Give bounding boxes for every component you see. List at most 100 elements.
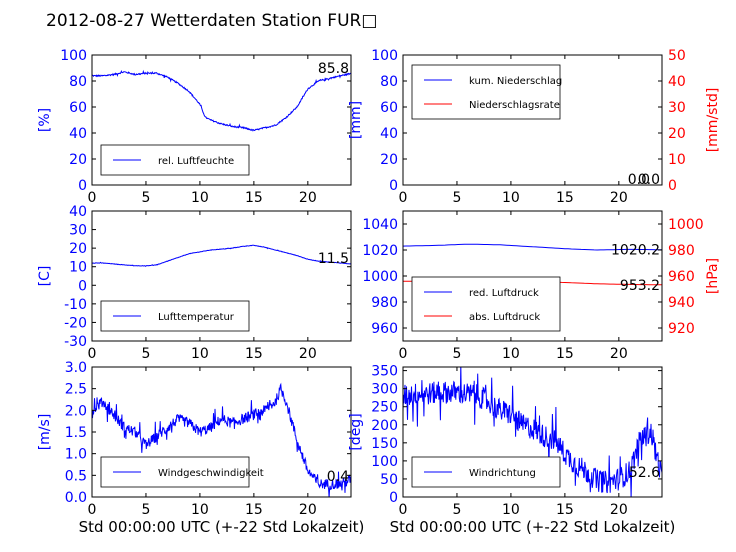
y-axis-label: [%] xyxy=(37,108,53,132)
legend-entry-label: Windrichtung xyxy=(469,468,536,479)
y-right-tick-label: 980 xyxy=(668,243,695,259)
y-right-tick-label: 10 xyxy=(668,152,686,168)
x-tick-label: 20 xyxy=(610,346,628,362)
y-tick-label: 3.0 xyxy=(65,360,87,376)
legend-entry-label: Windgeschwindigkeit xyxy=(158,468,264,479)
legend: rel. Luftfeuchte xyxy=(100,144,250,176)
plot-frame xyxy=(91,210,352,342)
x-tick-label: 5 xyxy=(141,346,150,362)
last-value-label: 1020.2 xyxy=(611,243,660,259)
y-tick-label: 20 xyxy=(69,152,87,168)
y-axis-label: [C] xyxy=(37,266,53,287)
chart-temperature: 0 5 10 15 20 -30 -20 -10 0 10 20 30 40 [C] Lufttempera… xyxy=(37,204,352,362)
series-line-4-0 xyxy=(92,382,351,497)
y-tick-label: 60 xyxy=(380,100,398,116)
y-tick-label: 350 xyxy=(371,364,398,380)
x-tick-label: 15 xyxy=(556,190,574,206)
x-tick-label: 10 xyxy=(502,190,520,206)
y-right-tick-label: 20 xyxy=(668,126,686,142)
x-tick-label: 15 xyxy=(245,346,263,362)
chart-humidity: 0 5 10 15 20 0 20 40 60 80 100 [%] rel. Luftfeuchte 8… xyxy=(37,48,352,206)
y-tick-label: 50 xyxy=(380,472,398,488)
legend: Windgeschwindigkeit xyxy=(100,456,264,488)
last-value-label: 0.4 xyxy=(327,469,349,485)
y-right-tick-label: 960 xyxy=(668,269,695,285)
x-tick-label: 15 xyxy=(556,502,574,518)
y-tick-label: 40 xyxy=(380,126,398,142)
chart-precipitation: 0 5 10 15 20 0 20 40 60 80 100 0 10 20 30 40 50 [mm] [mm/s… xyxy=(348,48,721,206)
y-right-tick-label: 0 xyxy=(668,178,677,194)
y-tick-label: 980 xyxy=(371,295,398,311)
last-value-label: 0.0 xyxy=(628,172,650,188)
legend-entry-label: abs. Luftdruck xyxy=(469,312,540,323)
y-right-tick-label: 940 xyxy=(668,295,695,311)
legend-box xyxy=(411,64,561,120)
last-value-label: 953.2 xyxy=(620,278,660,294)
x-tick-label: 20 xyxy=(299,346,317,362)
y-axis-label: [deg] xyxy=(348,413,364,450)
x-tick-label: 5 xyxy=(141,502,150,518)
series-line-5-0 xyxy=(403,367,662,497)
x-tick-label: 0 xyxy=(399,502,408,518)
y-tick-label: 2.5 xyxy=(65,382,87,398)
plot-frame xyxy=(402,54,663,186)
y-tick-label: 40 xyxy=(69,204,87,220)
x-tick-label: 20 xyxy=(610,502,628,518)
y-tick-label: 300 xyxy=(371,382,398,398)
y-tick-label: 20 xyxy=(380,152,398,168)
y-tick-label: 30 xyxy=(69,223,87,239)
x-tick-label: 5 xyxy=(452,190,461,206)
last-value-label: 11.5 xyxy=(318,251,349,267)
y-axis-label-right: [hPa] xyxy=(705,258,721,294)
x-tick-label: 15 xyxy=(245,190,263,206)
x-tick-label: 20 xyxy=(299,502,317,518)
x-tick-label: 10 xyxy=(502,502,520,518)
x-tick-label: 5 xyxy=(452,502,461,518)
legend: Windrichtung xyxy=(411,456,561,488)
legend-entry-label: red. Luftdruck xyxy=(469,288,539,299)
x-axis-label: Std 00:00:00 UTC (+-22 Std Lokalzeit) xyxy=(79,518,365,536)
y-tick-label: 100 xyxy=(371,48,398,64)
last-value-label: 0.0 xyxy=(638,172,660,188)
last-value-label: 85.8 xyxy=(318,61,349,77)
y-tick-label: 1000 xyxy=(362,269,398,285)
y-tick-label: 0 xyxy=(78,178,87,194)
y-tick-label: 1.0 xyxy=(65,447,87,463)
y-tick-label: 200 xyxy=(371,418,398,434)
chart-pressure: 0 5 10 15 20 960 980 1000 1020 1040 920 940 960 980 10… xyxy=(362,210,721,362)
y-tick-label: 960 xyxy=(371,321,398,337)
x-tick-label: 10 xyxy=(502,346,520,362)
y-tick-label: 1.5 xyxy=(65,425,87,441)
x-axis-label: Std 00:00:00 UTC (+-22 Std Lokalzeit) xyxy=(390,518,676,536)
legend-box xyxy=(411,456,561,488)
y-tick-label: -10 xyxy=(64,297,87,313)
figure-title: 2012-08-27 Wetterdaten Station FUR□ xyxy=(46,11,377,31)
x-tick-label: 10 xyxy=(191,502,209,518)
y-tick-label: 1020 xyxy=(362,243,398,259)
x-tick-label: 0 xyxy=(399,346,408,362)
x-tick-label: 20 xyxy=(299,190,317,206)
x-tick-label: 0 xyxy=(88,502,97,518)
y-right-tick-label: 30 xyxy=(668,100,686,116)
x-tick-label: 0 xyxy=(88,346,97,362)
y-tick-label: 2.0 xyxy=(65,403,87,419)
plot-frame xyxy=(402,366,663,498)
x-tick-label: 10 xyxy=(191,190,209,206)
y-tick-label: 10 xyxy=(69,260,87,276)
x-tick-label: 15 xyxy=(556,346,574,362)
y-tick-label: 60 xyxy=(69,100,87,116)
legend: red. Luftdruck abs. Luftdruck xyxy=(411,276,561,332)
legend-box xyxy=(411,276,561,332)
chart-wind-speed: 0 5 10 15 20 0.0 0.5 1.0 1.5 2.0 2.5 3.0 [m/s] Std 00… xyxy=(37,360,364,536)
y-tick-label: 150 xyxy=(371,436,398,452)
y-tick-label: 0 xyxy=(389,490,398,506)
x-tick-label: 0 xyxy=(88,190,97,206)
x-tick-label: 15 xyxy=(245,502,263,518)
legend: Lufttemperatur xyxy=(100,300,250,332)
legend: kum. Niederschlag Niederschlagsrate xyxy=(411,64,562,120)
y-tick-label: 40 xyxy=(69,126,87,142)
x-tick-label: 20 xyxy=(610,190,628,206)
y-right-tick-label: 40 xyxy=(668,74,686,90)
